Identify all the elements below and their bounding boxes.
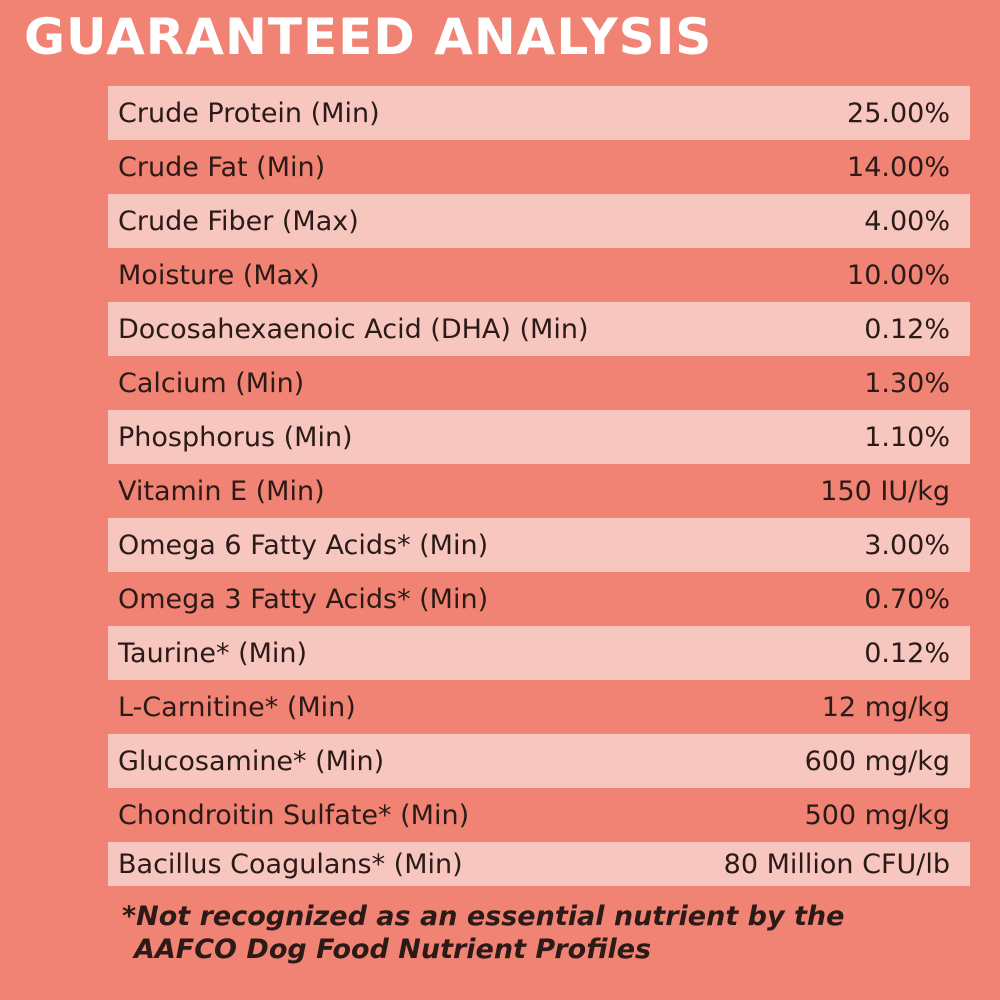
nutrient-label: Moisture (Max) bbox=[118, 259, 320, 291]
table-row: Crude Fiber (Max) 4.00% bbox=[108, 194, 970, 248]
table-row: Docosahexaenoic Acid (DHA) (Min) 0.12% bbox=[108, 302, 970, 356]
table-row: Moisture (Max) 10.00% bbox=[108, 248, 970, 302]
nutrient-value: 1.10% bbox=[864, 421, 950, 453]
table-row: Crude Fat (Min) 14.00% bbox=[108, 140, 970, 194]
nutrient-value: 600 mg/kg bbox=[804, 745, 950, 777]
nutrient-label: Omega 6 Fatty Acids* (Min) bbox=[118, 529, 489, 561]
nutrient-label: Crude Fiber (Max) bbox=[118, 205, 359, 237]
nutrient-label: Phosphorus (Min) bbox=[118, 421, 353, 453]
nutrient-label: Crude Fat (Min) bbox=[118, 151, 326, 183]
table-row: Crude Protein (Min) 25.00% bbox=[108, 86, 970, 140]
nutrient-label: Docosahexaenoic Acid (DHA) (Min) bbox=[118, 313, 589, 345]
nutrient-value: 10.00% bbox=[847, 259, 950, 291]
nutrient-value: 1.30% bbox=[864, 367, 950, 399]
nutrient-value: 0.70% bbox=[864, 583, 950, 615]
nutrient-label: Bacillus Coagulans* (Min) bbox=[118, 848, 463, 880]
nutrient-value: 0.12% bbox=[864, 637, 950, 669]
table-row: L-Carnitine* (Min) 12 mg/kg bbox=[108, 680, 970, 734]
nutrient-label: Chondroitin Sulfate* (Min) bbox=[118, 799, 470, 831]
nutrient-label: L-Carnitine* (Min) bbox=[118, 691, 356, 723]
table-row: Chondroitin Sulfate* (Min) 500 mg/kg bbox=[108, 788, 970, 842]
page-title: GUARANTEED ANALYSIS bbox=[24, 8, 713, 66]
nutrient-value: 25.00% bbox=[847, 97, 950, 129]
footnote-line-1: *Not recognized as an essential nutrient… bbox=[122, 901, 845, 932]
table-row: Bacillus Coagulans* (Min) 80 Million CFU… bbox=[108, 842, 970, 886]
table-row: Glucosamine* (Min) 600 mg/kg bbox=[108, 734, 970, 788]
table-row: Taurine* (Min) 0.12% bbox=[108, 626, 970, 680]
footnote-line-2: AAFCO Dog Food Nutrient Profiles bbox=[134, 934, 652, 965]
nutrient-value: 0.12% bbox=[864, 313, 950, 345]
nutrient-value: 150 IU/kg bbox=[820, 475, 950, 507]
table-row: Calcium (Min) 1.30% bbox=[108, 356, 970, 410]
nutrient-label: Glucosamine* (Min) bbox=[118, 745, 385, 777]
table-row: Omega 6 Fatty Acids* (Min) 3.00% bbox=[108, 518, 970, 572]
nutrient-label: Omega 3 Fatty Acids* (Min) bbox=[118, 583, 489, 615]
nutrient-value: 4.00% bbox=[864, 205, 950, 237]
nutrient-label: Calcium (Min) bbox=[118, 367, 305, 399]
footnote: *Not recognized as an essential nutrient… bbox=[122, 900, 844, 966]
table-row: Omega 3 Fatty Acids* (Min) 0.70% bbox=[108, 572, 970, 626]
nutrient-label: Crude Protein (Min) bbox=[118, 97, 380, 129]
nutrient-value: 12 mg/kg bbox=[821, 691, 950, 723]
nutrient-value: 3.00% bbox=[864, 529, 950, 561]
nutrient-label: Taurine* (Min) bbox=[118, 637, 308, 669]
nutrient-value: 80 Million CFU/lb bbox=[723, 848, 950, 880]
analysis-table: Crude Protein (Min) 25.00% Crude Fat (Mi… bbox=[108, 86, 970, 886]
nutrient-label: Vitamin E (Min) bbox=[118, 475, 325, 507]
table-row: Vitamin E (Min) 150 IU/kg bbox=[108, 464, 970, 518]
nutrient-value: 500 mg/kg bbox=[804, 799, 950, 831]
table-row: Phosphorus (Min) 1.10% bbox=[108, 410, 970, 464]
nutrient-value: 14.00% bbox=[847, 151, 950, 183]
